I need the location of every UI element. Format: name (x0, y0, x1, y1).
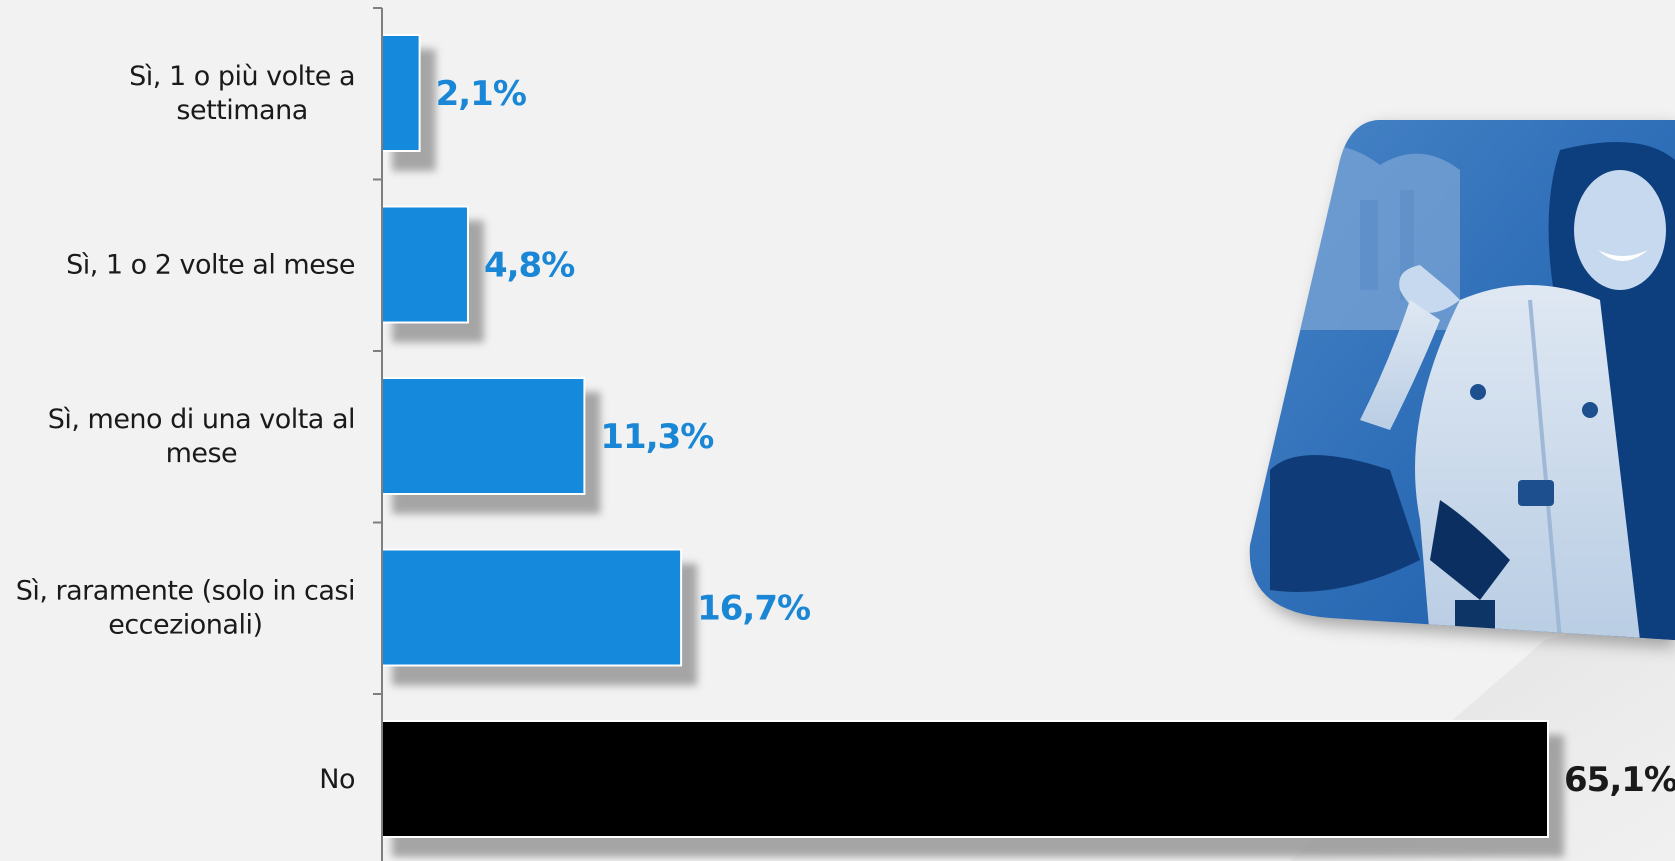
bar-3 (381, 377, 586, 495)
bar-4 (381, 548, 683, 667)
value-labels-layer: 2,1% 4,8% 11,3% 16,7% 65,1% (436, 74, 1675, 800)
category-label: settimana (176, 95, 307, 126)
bar-5 (381, 720, 1549, 838)
category-label: Sì, meno di una volta al (48, 404, 355, 435)
value-label: 2,1% (436, 74, 526, 114)
decorative-photo (1249, 120, 1675, 861)
value-label: 11,3% (600, 417, 713, 457)
y-axis (373, 7, 383, 861)
bars-layer (381, 34, 1564, 857)
category-label: Sì, 1 o 2 volte al mese (66, 250, 355, 281)
photo-image (1249, 120, 1675, 640)
category-label: mese (166, 438, 238, 469)
value-label: 65,1% (1564, 760, 1675, 800)
category-label: Sì, 1 o più volte a (129, 61, 355, 92)
category-label: Sì, raramente (solo in casi (16, 576, 355, 607)
value-label: 16,7% (697, 589, 810, 629)
value-label: 4,8% (484, 246, 574, 286)
bar-1 (381, 34, 421, 152)
category-label: eccezionali) (108, 610, 262, 641)
category-label: No (319, 764, 355, 795)
bar-2 (381, 205, 469, 324)
